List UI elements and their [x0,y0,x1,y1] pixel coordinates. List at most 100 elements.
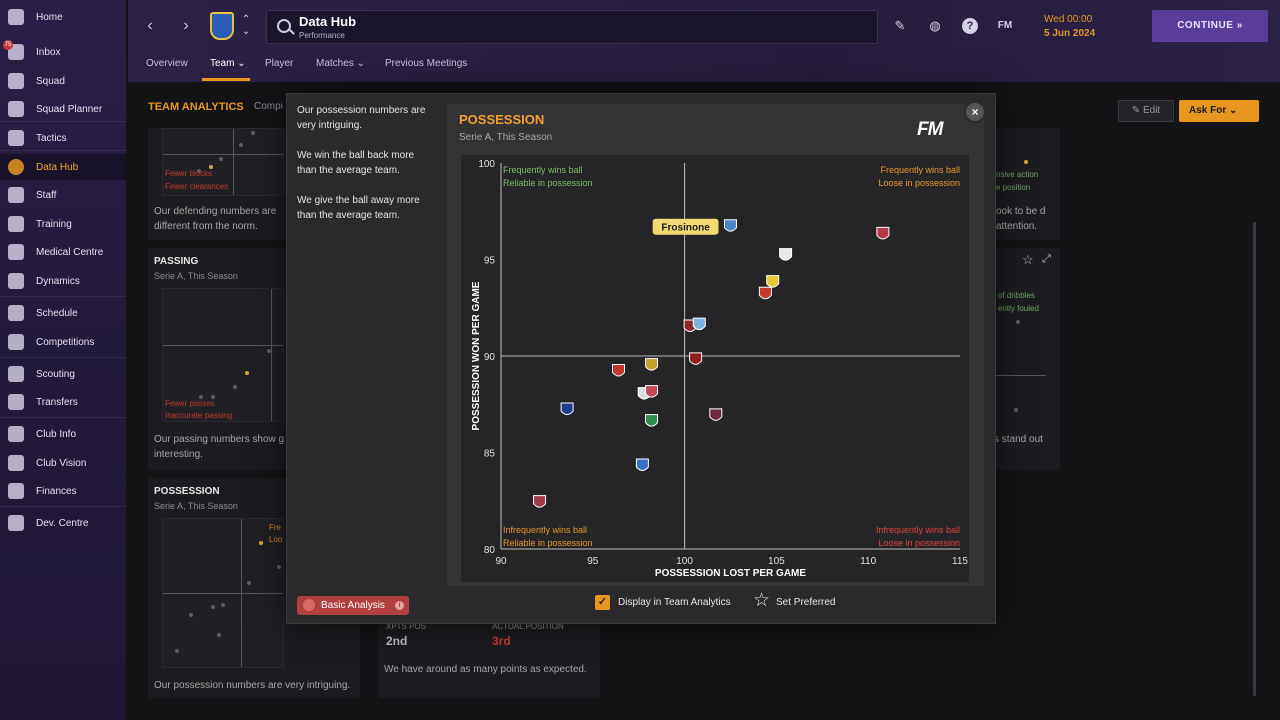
star-outline-icon[interactable]: ☆ [1022,252,1034,267]
chevron-up-icon[interactable]: ⌃ [241,14,251,25]
sidebar-item-label: Finances [36,485,77,497]
edit-button[interactable]: ✎ Edit [1118,100,1174,122]
right-card-top[interactable]: nsive action e position ook to be d atte… [996,128,1060,240]
data-point-badge[interactable] [533,495,547,508]
xpts-value: 2nd [386,634,408,648]
club-badge-icon [612,363,626,377]
club-badge-icon [635,458,649,472]
defending-note-1: Fewer blocks [165,169,213,178]
data-point-badge[interactable] [876,226,890,240]
basic-analysis-button[interactable]: Basic Analysis i [297,596,409,615]
trophy-icon [8,334,24,350]
data-point-badge[interactable] [724,219,737,232]
scrollbar[interactable] [1253,222,1256,696]
points-card[interactable]: XPTS POS 2nd ACTUAL POSITION 3rd We have… [378,612,600,698]
display-in-team-analytics-label: Display in Team Analytics [618,597,731,608]
club-badge-icon[interactable] [210,12,234,40]
x-tick-label: 90 [495,556,507,567]
club-badge-icon [876,226,890,240]
finances-icon [8,483,24,499]
sidebar-item-squad-planner[interactable]: Squad Planner [0,96,126,122]
club-badge-icon [645,414,659,427]
sidebar-item-dev-centre[interactable]: Dev. Centre [0,510,126,536]
quadrant-top-left-line-1: Frequently wins ball [503,165,583,175]
vision-icon [8,455,24,471]
sidebar-item-schedule[interactable]: Schedule [0,300,126,326]
star-icon[interactable]: ☆ [753,590,771,611]
close-button[interactable]: × [964,101,986,123]
club-badge-icon [779,248,793,261]
data-point-badge[interactable] [766,275,780,288]
expand-icon[interactable]: ⤢ [1042,253,1051,265]
sidebar-divider [0,357,126,358]
help-icon[interactable]: ? [962,18,978,34]
globe-icon[interactable]: ◍ [929,18,941,33]
data-point-badge[interactable] [758,286,772,300]
club-badge-icon [766,275,780,288]
sidebar-item-club-vision[interactable]: Club Vision [0,450,126,476]
sidebar-divider [0,296,126,297]
analysis-paragraph-1: Our possession numbers are very intrigui… [297,105,426,131]
sidebar-item-scouting[interactable]: Scouting [0,361,126,387]
dev-centre-icon [8,515,24,531]
tab-overview[interactable]: Overview [146,58,188,69]
sidebar-item-label: Data Hub [36,161,79,173]
quadrant-bottom-right-line-1: Infrequently wins ball [876,525,960,535]
search-box[interactable]: Data Hub Performance [266,10,878,44]
data-point-badge[interactable] [612,363,626,377]
sidebar-item-training[interactable]: Training [0,211,126,237]
display-in-team-analytics-checkbox[interactable]: ✓ [595,595,610,610]
club-badge-icon [724,219,737,232]
passing-subtitle: Serie A, This Season [154,271,238,281]
right-card-mid[interactable]: ☆ ⤢ of dribbles ently fouled s stand out [994,248,1060,470]
sidebar-item-inbox[interactable]: Inbox [0,39,126,65]
data-point-badge[interactable] [692,317,706,331]
sidebar-item-dynamics[interactable]: Dynamics [0,268,126,294]
sidebar-item-home[interactable]: Home [0,4,126,30]
forward-arrow-icon[interactable]: › [183,17,189,34]
data-point-badge[interactable] [709,408,723,421]
sidebar-item-data-hub[interactable]: Data Hub [0,154,126,180]
sidebar-item-staff[interactable]: Staff [0,182,126,208]
sidebar-item-finances[interactable]: Finances [0,478,126,504]
fm-icon[interactable]: FM [997,20,1013,31]
sidebar-item-squad[interactable]: Squad [0,68,126,94]
tab-team[interactable]: Team ⌄ [210,58,246,69]
sidebar-item-competitions[interactable]: Competitions [0,329,126,355]
y-tick-label: 90 [484,352,496,363]
pencil-icon[interactable]: ✎ [894,18,906,33]
sidebar-item-tactics[interactable]: Tactics [0,125,126,151]
continue-button[interactable]: CONTINUE » [1152,10,1268,42]
tab-player[interactable]: Player [265,58,294,69]
set-preferred-label[interactable]: Set Preferred [776,597,836,608]
sidebar-item-label: Club Info [36,428,77,440]
passing-mini-chart: Fewer passes Inaccurate passing [162,288,284,422]
possession-card-title: POSSESSION [154,486,220,497]
top-bar: ‹ › ⌃ ⌄ Data Hub Performance ✎ ◍ ? FM We… [128,0,1280,82]
quadrant-bottom-left-line-2: Reliable in possession [503,538,593,548]
inbox-badge: 75 [3,40,13,50]
club-badge-icon [692,317,706,331]
data-point-badge[interactable] [645,385,659,398]
chevron-down-icon[interactable]: ⌄ [241,26,251,37]
data-point-badge[interactable] [645,358,659,371]
sidebar-item-club-info[interactable]: Club Info [0,421,126,447]
x-tick-label: 105 [768,556,785,567]
data-point-badge[interactable] [779,248,793,261]
sidebar-item-medical-centre[interactable]: Medical Centre [0,239,126,265]
sidebar-item-transfers[interactable]: Transfers [0,389,126,415]
tab-matches[interactable]: Matches ⌄ [316,58,365,69]
tab-previous-meetings[interactable]: Previous Meetings [385,58,468,69]
right-text-top: ook to be d attention. [996,206,1046,232]
data-point-badge[interactable] [689,352,703,365]
ask-for-button[interactable]: Ask For ⌄ [1179,100,1259,122]
data-point-badge[interactable] [560,402,574,416]
info-icon[interactable]: i [395,601,404,610]
data-point-badge[interactable] [645,414,659,427]
back-arrow-icon[interactable]: ‹ [147,17,153,34]
sidebar-item-label: Inbox [36,46,61,58]
possession-card-text: Our possession numbers are very intrigui… [154,680,351,691]
defending-mini-chart: Fewer blocks Fewer clearances [162,128,284,196]
data-point-badge[interactable] [635,458,649,472]
sidebar-item-label: Medical Centre [36,246,104,258]
